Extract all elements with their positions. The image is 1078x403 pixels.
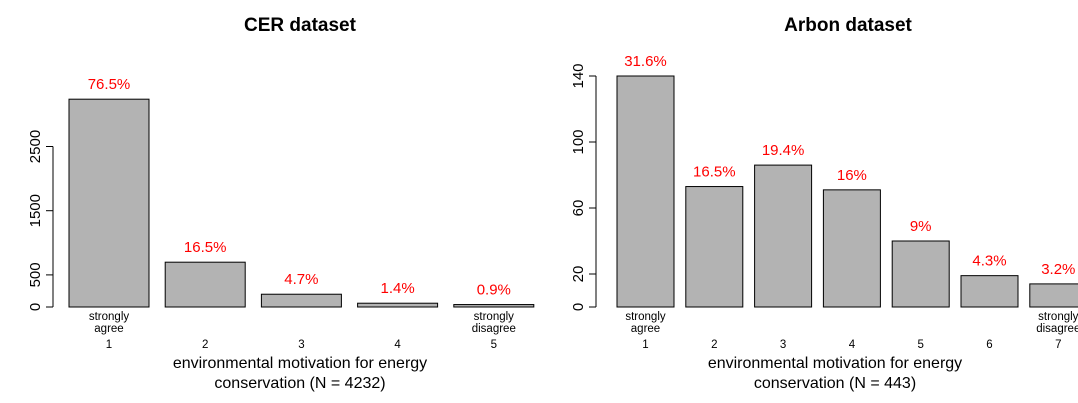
bar bbox=[260, 293, 342, 308]
x-axis-title: environmental motivation for energy bbox=[708, 355, 962, 372]
data-label: 3.2% bbox=[1041, 261, 1075, 278]
x-category-text: strongly bbox=[1038, 311, 1078, 323]
x-axis-title: conservation (N = 443) bbox=[754, 375, 916, 392]
panel-cer: CER dataset 05001500250076.5%stronglyagr… bbox=[27, 15, 535, 392]
chart-title: CER dataset bbox=[244, 15, 357, 36]
x-tick-label: 3 bbox=[780, 339, 786, 351]
x-axis-title: conservation (N = 4232) bbox=[214, 375, 385, 392]
bar bbox=[754, 164, 813, 308]
chart-title: Arbon dataset bbox=[784, 15, 912, 36]
data-label: 0.9% bbox=[477, 282, 511, 299]
x-tick-label: 3 bbox=[298, 339, 304, 351]
data-label: 16.5% bbox=[693, 164, 736, 181]
bar bbox=[164, 261, 246, 308]
data-label: 76.5% bbox=[88, 76, 131, 93]
bar bbox=[453, 304, 535, 308]
bar bbox=[357, 302, 439, 308]
x-tick-label: 7 bbox=[1055, 339, 1061, 351]
x-category-text: disagree bbox=[1036, 323, 1078, 335]
x-category-text: agree bbox=[631, 323, 660, 335]
x-tick-label: 1 bbox=[642, 339, 648, 351]
y-tick-label: 2500 bbox=[27, 130, 44, 163]
data-label: 16.5% bbox=[184, 239, 227, 256]
y-tick-label: 20 bbox=[570, 266, 587, 283]
data-label: 9% bbox=[910, 218, 932, 235]
data-label: 4.3% bbox=[972, 253, 1006, 270]
y-tick-label: 500 bbox=[27, 262, 44, 287]
y-tick-label: 140 bbox=[570, 63, 587, 88]
bar bbox=[68, 98, 150, 308]
x-category-text: disagree bbox=[472, 323, 516, 335]
x-tick-label: 5 bbox=[917, 339, 923, 351]
x-category-text: strongly bbox=[625, 311, 666, 323]
y-tick-label: 0 bbox=[27, 303, 44, 311]
x-category-text: strongly bbox=[89, 311, 130, 323]
panel-arbon: Arbon dataset 0206010014031.6%stronglyag… bbox=[570, 15, 1078, 392]
y-tick-label: 0 bbox=[570, 303, 587, 311]
bar bbox=[891, 240, 950, 308]
x-tick-label: 1 bbox=[106, 339, 112, 351]
y-tick-label: 100 bbox=[570, 129, 587, 154]
y-tick-label: 60 bbox=[570, 200, 587, 217]
x-tick-label: 4 bbox=[849, 339, 856, 351]
data-label: 4.7% bbox=[284, 271, 318, 288]
data-label: 31.6% bbox=[624, 53, 667, 70]
x-tick-label: 2 bbox=[711, 339, 717, 351]
x-tick-label: 6 bbox=[986, 339, 992, 351]
x-category-text: strongly bbox=[474, 311, 515, 323]
bar bbox=[685, 186, 744, 308]
bar bbox=[822, 189, 881, 308]
data-label: 19.4% bbox=[762, 142, 805, 159]
bar bbox=[616, 75, 675, 308]
x-axis-title: environmental motivation for energy bbox=[173, 355, 427, 372]
y-tick-label: 1500 bbox=[27, 194, 44, 227]
bar bbox=[960, 275, 1019, 308]
data-label: 16% bbox=[837, 167, 867, 184]
x-category-text: agree bbox=[94, 323, 123, 335]
data-label: 1.4% bbox=[380, 280, 414, 297]
x-tick-label: 2 bbox=[202, 339, 208, 351]
bar bbox=[1029, 283, 1078, 308]
x-tick-label: 4 bbox=[394, 339, 401, 351]
x-tick-label: 5 bbox=[491, 339, 497, 351]
